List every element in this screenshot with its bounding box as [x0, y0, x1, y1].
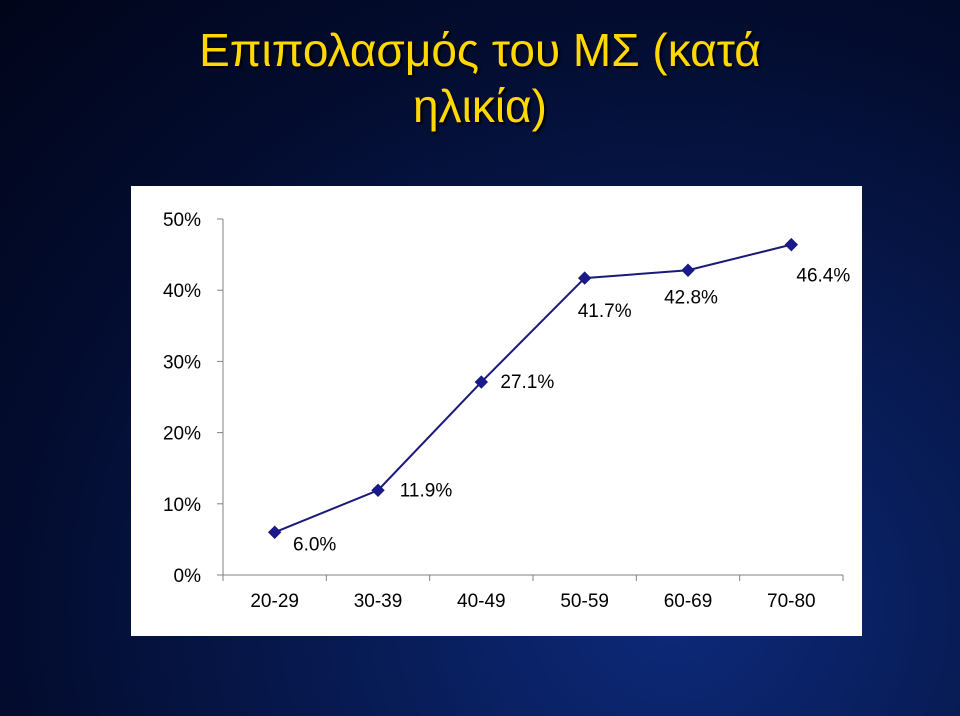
- data-point-marker: [784, 237, 799, 252]
- data-label: 41.7%: [578, 301, 632, 322]
- data-label: 27.1%: [500, 372, 554, 393]
- y-tick-label: 0%: [174, 566, 202, 587]
- y-tick-label: 20%: [163, 424, 201, 445]
- x-tick-label: 50-59: [560, 591, 609, 612]
- data-label: 6.0%: [293, 534, 336, 555]
- chart-axes: [217, 218, 844, 581]
- data-point-marker: [474, 375, 489, 389]
- line-chart: 0% 10% 20% 30% 40% 50% 20-29 30-39 40-49 50-59 60…: [163, 210, 850, 612]
- series-line-group: [274, 243, 792, 534]
- x-tick-label: 40-49: [457, 591, 506, 612]
- chart-panel: 0% 10% 20% 30% 40% 50% 20-29 30-39 40-49 50-59 60…: [131, 186, 862, 636]
- title-line-1: Επιπολασμός του ΜΣ (κατά: [199, 24, 761, 76]
- x-tick-label: 30-39: [354, 591, 403, 612]
- data-label: 46.4%: [796, 266, 850, 287]
- y-axis-labels: 0% 10% 20% 30% 40% 50%: [163, 210, 201, 587]
- data-point-marker: [577, 271, 592, 285]
- title-line-2: ηλικία): [413, 80, 547, 132]
- marker-group: [267, 237, 799, 539]
- data-point-marker: [681, 263, 695, 277]
- data-point-marker: [267, 525, 282, 539]
- data-label-group: 6.0% 11.9% 27.1% 41.7% 42.8% 46.4%: [293, 266, 850, 556]
- data-label: 42.8%: [664, 287, 718, 308]
- y-tick-label: 50%: [163, 210, 201, 231]
- y-tick-label: 40%: [163, 281, 201, 302]
- data-label: 11.9%: [400, 480, 453, 501]
- x-axis-labels: 20-29 30-39 40-49 50-59 60-69 70-80: [250, 591, 815, 612]
- y-tick-label: 10%: [163, 495, 201, 516]
- slide-title: Επιπολασμός του ΜΣ (κατά ηλικία): [0, 22, 960, 134]
- x-tick-label: 60-69: [664, 591, 713, 612]
- data-point-marker: [371, 483, 385, 497]
- x-tick-label: 70-80: [767, 591, 816, 612]
- series-line: [274, 243, 792, 534]
- x-tick-label: 20-29: [250, 591, 299, 612]
- y-tick-label: 30%: [163, 352, 201, 373]
